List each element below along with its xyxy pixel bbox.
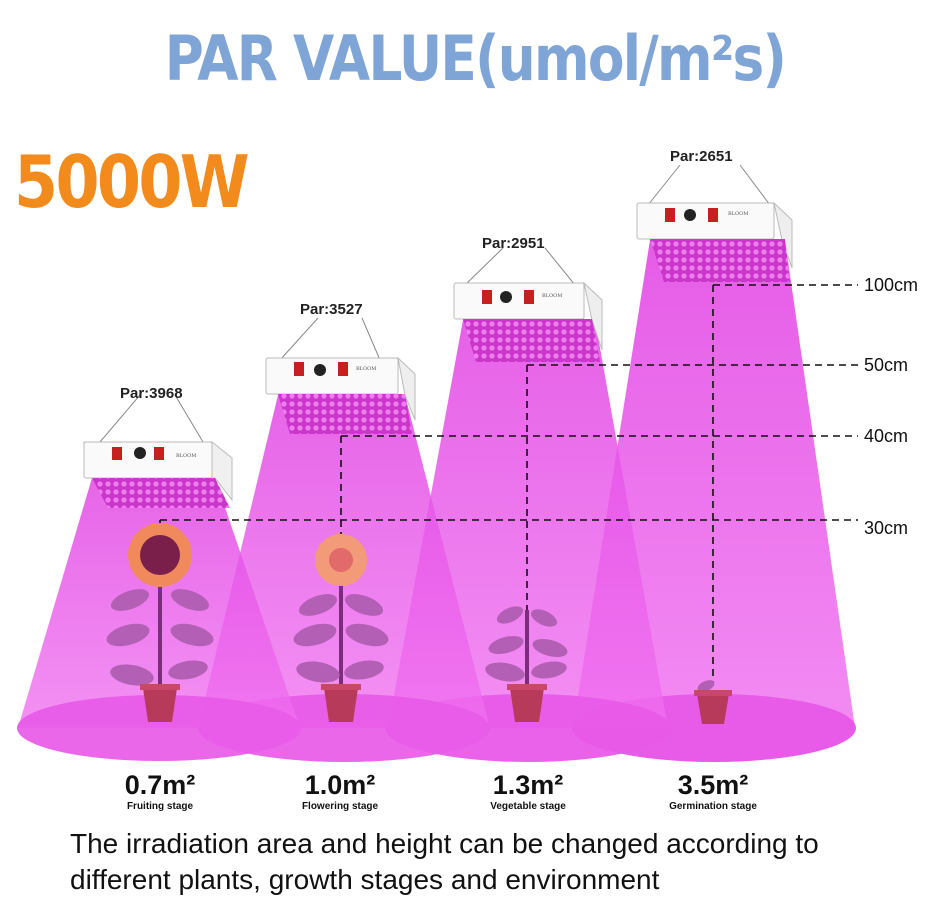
lamp-3-brand: BLOOM	[542, 293, 562, 299]
height-label-100cm: 100cm	[864, 275, 918, 295]
lamp-1-leds	[92, 478, 230, 508]
coverage-area-value: 1.3m²	[492, 770, 564, 800]
coverage-stage-label: Vegetable stage	[490, 801, 566, 812]
coverage-flowering: 1.0m² Flowering stage	[255, 770, 425, 814]
coverage-vegetable: 1.3m² Vegetable stage	[443, 770, 613, 814]
plant-flowering	[293, 534, 389, 722]
lamp-2-leds	[278, 394, 412, 434]
footer-note: The irradiation area and height can be c…	[70, 826, 930, 898]
coverage-fruiting: 0.7m² Fruiting stage	[75, 770, 245, 814]
footer-line-2: different plants, growth stages and envi…	[70, 864, 660, 895]
lamp-1-par: Par:3968	[120, 385, 183, 402]
beam-1-floor	[17, 695, 301, 761]
coverage-stage-label: Fruiting stage	[126, 801, 194, 812]
lamp-4-leds	[650, 239, 790, 282]
coverage-stage-label: Germination stage	[669, 801, 757, 812]
wattage-label: 5000W	[14, 140, 250, 224]
lamp-1-brand: BLOOM	[176, 453, 196, 459]
grow-light-4: BLOOM Par:2651	[636, 148, 793, 282]
lamp-3-leds	[463, 319, 600, 362]
coverage-area-value: 3.5m²	[677, 770, 749, 800]
page-title: PAR VALUE(umol/m²s)	[164, 22, 787, 95]
lamp-3-par: Par:2951	[482, 235, 545, 252]
coverage-area-value: 0.7m²	[124, 770, 196, 800]
coverage-area-value: 1.0m²	[304, 770, 376, 800]
lamp-2-par: Par:3527	[300, 301, 363, 318]
grow-light-3: BLOOM Par:2951	[453, 235, 603, 362]
coverage-germination: 3.5m² Germination stage	[628, 770, 798, 814]
height-label-30cm: 30cm	[864, 518, 908, 538]
footer-line-1: The irradiation area and height can be c…	[70, 828, 819, 859]
grow-light-2: BLOOM Par:3527	[265, 301, 416, 434]
plant-fruiting-sunflower	[106, 523, 214, 722]
lamp-4-brand: BLOOM	[728, 211, 748, 217]
height-guides	[159, 284, 858, 690]
plant-vegetable	[485, 606, 568, 722]
grow-light-1: BLOOM Par:3968	[83, 385, 233, 508]
plant-germination	[694, 680, 732, 724]
height-labels: 100cm 50cm 40cm 30cm	[864, 275, 918, 538]
lamp-4-par: Par:2651	[670, 148, 733, 165]
lamp-2-brand: BLOOM	[356, 366, 376, 372]
coverage-stage-label: Flowering stage	[301, 801, 379, 812]
height-label-40cm: 40cm	[864, 426, 908, 446]
height-label-50cm: 50cm	[864, 355, 908, 375]
